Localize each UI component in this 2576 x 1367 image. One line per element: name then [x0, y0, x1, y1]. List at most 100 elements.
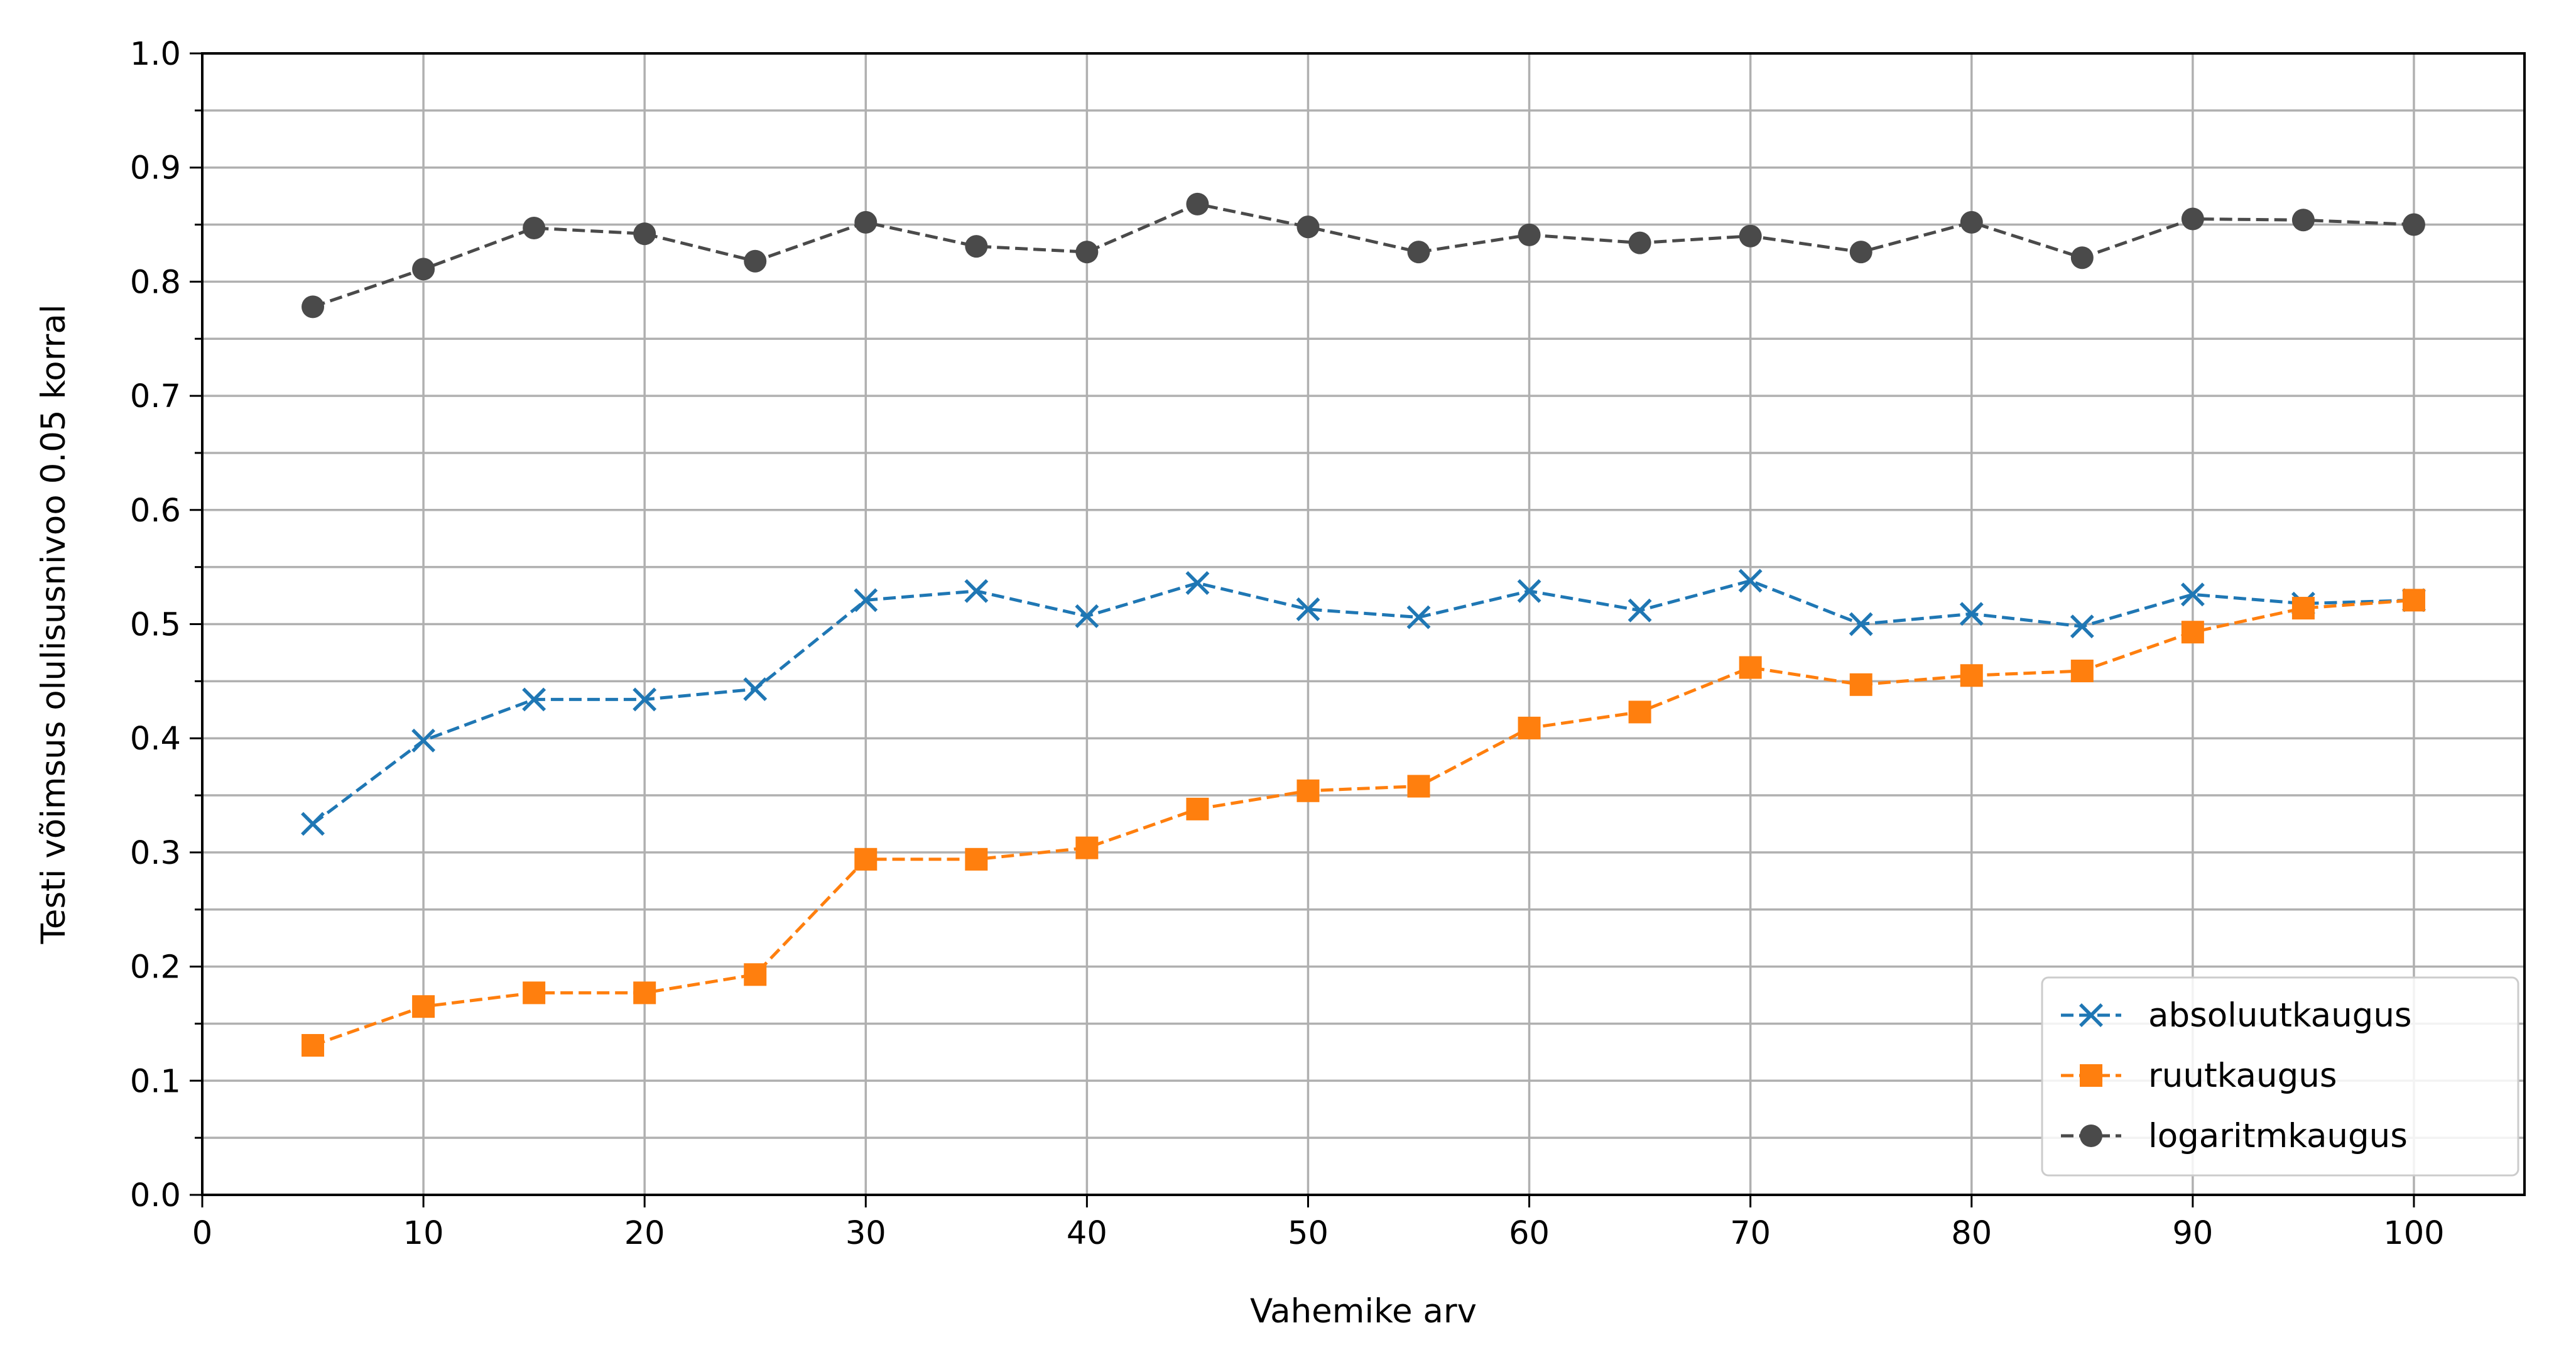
x-tick-label: 20	[624, 1215, 665, 1252]
data-point-absoluutkaugus	[854, 588, 878, 613]
x-marker-stroke	[1738, 569, 1763, 593]
y-tick-label: 0.3	[130, 835, 181, 872]
x-marker-stroke	[301, 812, 325, 836]
x-marker-stroke	[1628, 598, 1652, 623]
x-tick-label: 70	[1730, 1215, 1771, 1252]
legend: absoluutkaugus ruutkaugus logaritmkaugus	[2041, 976, 2519, 1177]
data-point-ruutkaugus	[1739, 656, 1762, 679]
data-point-absoluutkaugus	[1185, 571, 1210, 596]
data-point-ruutkaugus	[523, 981, 546, 1005]
data-point-logaritmkaugus	[523, 217, 546, 240]
data-point-logaritmkaugus	[1075, 241, 1099, 264]
x-tick-label: 100	[2383, 1215, 2444, 1252]
data-point-logaritmkaugus	[2291, 209, 2315, 232]
x-tick-label: 40	[1067, 1215, 1107, 1252]
y-tick-label: 0.4	[130, 721, 181, 758]
x-marker-stroke	[854, 588, 878, 613]
legend-marker	[2079, 1003, 2103, 1027]
legend-item: ruutkaugus	[2061, 1057, 2337, 1095]
x-marker-stroke	[1849, 612, 1873, 636]
legend-box	[2041, 976, 2519, 1177]
y-tick-label: 0.8	[130, 264, 181, 301]
x-marker-stroke	[964, 579, 989, 603]
data-point-logaritmkaugus	[2070, 246, 2094, 270]
data-point-logaritmkaugus	[302, 295, 325, 319]
data-point-ruutkaugus	[2402, 589, 2425, 612]
data-point-logaritmkaugus	[2181, 207, 2204, 231]
data-point-ruutkaugus	[1186, 797, 1209, 820]
x-marker-stroke	[743, 677, 768, 702]
y-tick-label: 0.5	[130, 607, 181, 644]
x-tick-label: 60	[1509, 1215, 1550, 1252]
legend-label: absoluutkaugus	[2148, 996, 2412, 1035]
data-point-logaritmkaugus	[854, 210, 878, 234]
x-marker-stroke	[1517, 579, 1541, 603]
x-marker-stroke	[1959, 602, 1984, 626]
data-point-absoluutkaugus	[1849, 612, 1873, 636]
axis-ticks: 0 10 20 30 40 50 60 70 80 90 100 0.0 0.1 0.2 0.3 0.4 0.5…	[130, 36, 2445, 1252]
data-point-logaritmkaugus	[1849, 241, 1872, 264]
data-point-logaritmkaugus	[412, 258, 435, 281]
y-tick-label: 0.9	[130, 150, 181, 187]
x-marker-stroke	[633, 687, 657, 712]
data-point-logaritmkaugus	[1960, 210, 1983, 234]
data-point-logaritmkaugus	[744, 249, 767, 273]
x-marker-stroke	[1185, 571, 1210, 596]
x-tick-label: 30	[845, 1215, 886, 1252]
x-tick-label: 0	[192, 1215, 212, 1252]
data-point-logaritmkaugus	[1296, 215, 1320, 239]
legend-marker	[2080, 1064, 2102, 1087]
data-point-absoluutkaugus	[1075, 604, 1099, 628]
data-point-logaritmkaugus	[965, 235, 988, 258]
series-line-logaritmkaugus	[312, 202, 2415, 308]
grid	[201, 52, 2524, 1196]
data-point-ruutkaugus	[1075, 836, 1099, 859]
data-point-ruutkaugus	[1628, 700, 1651, 724]
data-point-absoluutkaugus	[2180, 582, 2205, 607]
data-point-logaritmkaugus	[1407, 241, 1430, 264]
series-line-absoluutkaugus	[312, 579, 2415, 825]
data-point-ruutkaugus	[412, 995, 435, 1018]
data-point-absoluutkaugus	[411, 728, 436, 753]
data-point-absoluutkaugus	[1959, 602, 1984, 626]
legend-label: logaritmkaugus	[2148, 1117, 2408, 1155]
data-point-ruutkaugus	[1849, 673, 1872, 696]
data-point-absoluutkaugus	[1296, 597, 1320, 621]
data-point-absoluutkaugus	[964, 579, 989, 603]
x-marker-stroke	[2070, 614, 2094, 639]
legend-item: logaritmkaugus	[2061, 1117, 2408, 1155]
data-point-ruutkaugus	[1296, 779, 1320, 802]
y-tick-label: 0.1	[130, 1063, 181, 1100]
data-point-absoluutkaugus	[1738, 569, 1763, 593]
data-point-ruutkaugus	[1960, 664, 1983, 687]
series-layer	[301, 192, 2426, 1057]
data-point-absoluutkaugus	[633, 687, 657, 712]
data-point-absoluutkaugus	[1628, 598, 1652, 623]
legend-item: absoluutkaugus	[2061, 996, 2412, 1035]
x-tick-label: 80	[1951, 1215, 1992, 1252]
data-point-ruutkaugus	[854, 847, 878, 871]
data-point-logaritmkaugus	[1518, 223, 1541, 246]
data-point-ruutkaugus	[1407, 775, 1430, 798]
legend-marker	[2080, 1125, 2102, 1147]
data-point-absoluutkaugus	[1406, 605, 1431, 629]
series-ruutkaugus	[302, 589, 2425, 1057]
x-tick-label: 90	[2172, 1215, 2213, 1252]
series-line-ruutkaugus	[312, 598, 2415, 1047]
x-marker-stroke	[522, 687, 546, 712]
data-point-ruutkaugus	[2070, 659, 2094, 682]
data-point-logaritmkaugus	[1628, 231, 1651, 254]
data-point-absoluutkaugus	[743, 677, 768, 702]
x-marker-stroke	[411, 728, 436, 753]
data-point-logaritmkaugus	[1186, 192, 1209, 215]
x-tick-label: 50	[1288, 1215, 1329, 1252]
data-point-ruutkaugus	[965, 847, 988, 871]
x-marker-stroke	[1296, 597, 1320, 621]
y-tick-label: 0.6	[130, 493, 181, 530]
data-point-absoluutkaugus	[301, 812, 325, 836]
legend-label: ruutkaugus	[2148, 1057, 2337, 1095]
data-point-ruutkaugus	[302, 1033, 325, 1057]
data-point-ruutkaugus	[2181, 621, 2204, 644]
series-logaritmkaugus	[302, 192, 2425, 319]
